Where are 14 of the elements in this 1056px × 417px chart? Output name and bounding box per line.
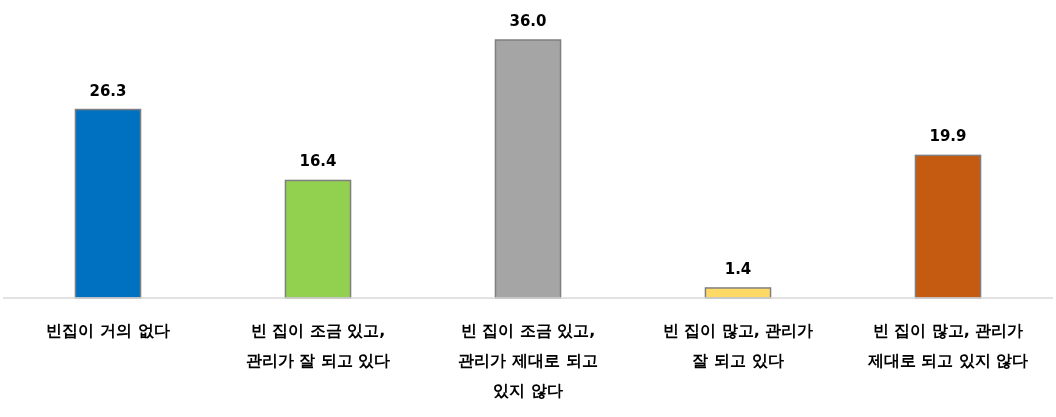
x-tick-label: 빈 집이 조금 있고, 관리가 잘 되고 있다 [245,321,391,370]
bar [74,108,142,299]
bar [284,179,352,299]
data-label: 19.9 [929,127,967,146]
data-label: 1.4 [724,259,752,278]
x-tick-label: 빈 집이 조금 있고, 관리가 제대로 되고 있지 않다 [458,321,598,400]
x-tick-label: 빈집이 거의 없다 [46,321,170,340]
data-label: 26.3 [89,81,127,100]
data-label: 16.4 [299,152,337,171]
bar [494,39,562,299]
x-tick-label: 빈 집이 많고, 관리가 제대로 되고 있지 않다 [866,321,1029,370]
bar [914,154,982,299]
data-label: 36.0 [509,12,547,30]
x-tick-label: 빈 집이 많고, 관리가 잘 되고 있다 [662,321,814,370]
